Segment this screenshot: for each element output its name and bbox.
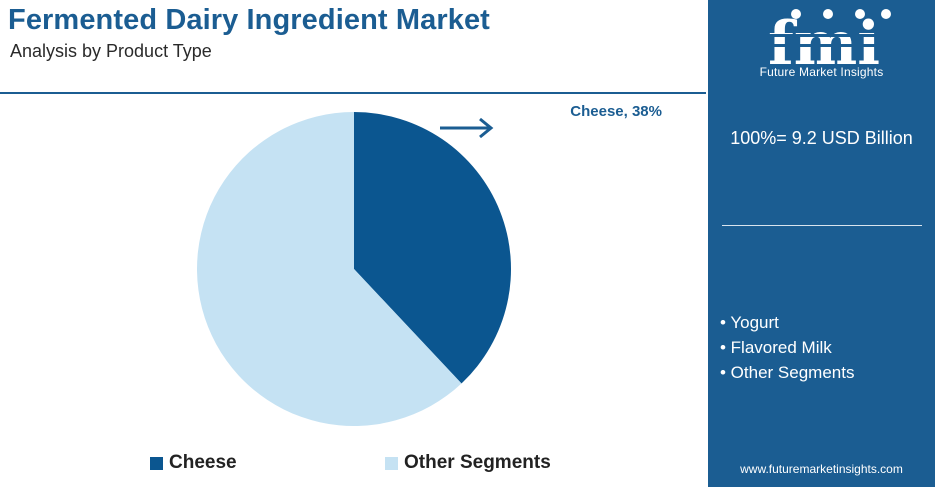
legend-item-cheese: Cheese (150, 452, 237, 474)
legend-label-other-segments: Other Segments (404, 452, 551, 473)
logo-tagline: Future Market Insights (759, 65, 884, 79)
info-panel: fmi Future Market Insights 100%= 9.2 USD… (708, 0, 935, 487)
chart-subtitle: Analysis by Product Type (10, 41, 212, 61)
segment-item-other-segments: • Other Segments (720, 363, 855, 382)
pie-chart: Cheese, 38% (197, 103, 662, 426)
legend-label-cheese: Cheese (169, 452, 237, 473)
logo-dot-icon (791, 9, 801, 19)
pie-slice-other-segments (197, 112, 462, 426)
website-url: www.futuremarketinsights.com (740, 462, 903, 476)
legend-item-other-segments: Other Segments (385, 452, 551, 474)
legend-swatch-other-segments (385, 456, 398, 470)
chart-legend: Cheese Other Segments (0, 452, 706, 476)
market-total: 100%= 9.2 USD Billion (730, 128, 913, 148)
segment-item-flavored-milk: • Flavored Milk (720, 338, 832, 357)
arrow-right-icon (440, 117, 494, 139)
segment-item-yogurt: • Yogurt (720, 313, 779, 332)
data-label-cheese: Cheese, 38% (570, 103, 662, 120)
panel-divider (722, 225, 922, 226)
header-divider (0, 92, 706, 94)
logo-dot-icon (823, 9, 833, 19)
legend-swatch-cheese (150, 456, 163, 470)
fmi-logo: fmi (750, 9, 898, 79)
segment-list: • Yogurt • Flavored Milk • Other Segment… (720, 310, 854, 385)
logo-dot-icon (855, 9, 865, 19)
pie-slice-cheese (354, 112, 512, 384)
logo-dot-icon (881, 9, 891, 19)
chart-title: Fermented Dairy Ingredient Market (8, 4, 490, 36)
